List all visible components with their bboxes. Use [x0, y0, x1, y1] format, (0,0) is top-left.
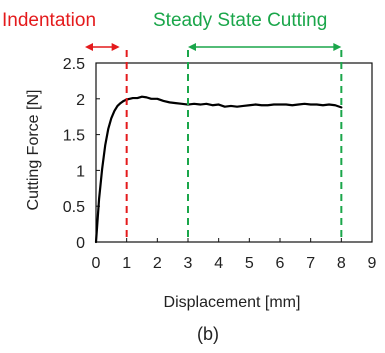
x-tick-label: 8 — [337, 255, 346, 272]
x-tick-label: 3 — [184, 255, 193, 272]
x-tick-label: 6 — [276, 255, 285, 272]
steady-state-arrow — [188, 43, 342, 51]
annotations-layer — [85, 43, 343, 242]
x-tick-label: 5 — [245, 255, 254, 272]
y-tick-label: 2 — [76, 92, 85, 109]
x-tick-label: 4 — [214, 255, 223, 272]
x-tick-label: 7 — [306, 255, 315, 272]
axes-layer — [95, 62, 373, 243]
y-axis-label: Cutting Force [N] — [25, 90, 42, 211]
x-tick-label: 9 — [368, 255, 377, 272]
steady-state-label: Steady State Cutting — [153, 10, 327, 31]
x-axis-label: Displacement [mm] — [164, 294, 301, 311]
steady-state-arrow-head-left — [188, 43, 196, 51]
steady-state-arrow-head-right — [333, 43, 342, 51]
labels-layer: Displacement [mm] Cutting Force [N] (b) … — [2, 10, 327, 344]
y-tick-label: 2.5 — [63, 56, 85, 73]
ticks-layer: 0 1 2 3 4 5 6 7 8 9 0 0.5 1 1.5 2 2.5 — [63, 56, 377, 272]
indentation-arrow-head-left — [85, 43, 93, 51]
y-tick-label: 1 — [76, 163, 85, 180]
indentation-arrow — [85, 43, 120, 51]
indentation-label: Indentation — [2, 10, 96, 31]
series-layer — [94, 95, 343, 244]
x-tick-label: 2 — [153, 255, 162, 272]
figure-caption: (b) — [197, 324, 219, 344]
plot-frame — [95, 62, 373, 243]
force-curve-line — [94, 95, 343, 244]
x-tick-label: 0 — [92, 255, 101, 272]
y-tick-label: 0.5 — [63, 199, 85, 216]
y-tick-label: 1.5 — [63, 128, 85, 145]
indentation-arrow-head-right — [111, 43, 120, 51]
y-tick-label: 0 — [76, 235, 85, 252]
x-tick-label: 1 — [122, 255, 131, 272]
